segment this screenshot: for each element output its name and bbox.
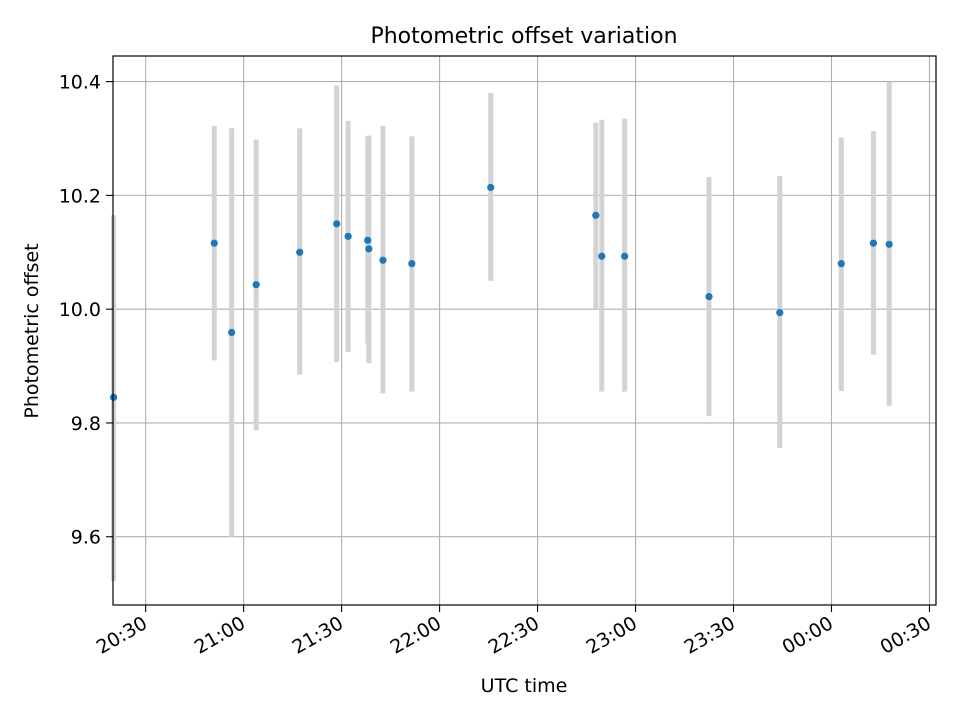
data-point xyxy=(592,211,600,219)
data-point xyxy=(705,293,713,301)
y-tick-label: 9.8 xyxy=(71,413,101,435)
data-point xyxy=(621,252,629,260)
grid-lines xyxy=(113,56,936,605)
data-point xyxy=(885,240,893,248)
data-point xyxy=(598,252,606,260)
y-tick-label: 10.4 xyxy=(59,72,101,94)
chart-title: Photometric offset variation xyxy=(370,24,677,49)
data-point xyxy=(837,260,845,268)
data-point xyxy=(364,236,372,244)
data-point xyxy=(776,308,784,317)
data-points xyxy=(109,183,893,401)
data-point xyxy=(333,220,341,228)
data-point xyxy=(365,245,373,253)
y-tick-label: 10.0 xyxy=(59,299,101,321)
y-axis-ticks: 9.6 9.8 10.0 10.2 10.4 xyxy=(59,72,113,549)
y-tick-label: 9.6 xyxy=(71,527,101,549)
data-point xyxy=(408,260,416,268)
data-point xyxy=(344,232,352,240)
data-point xyxy=(252,281,260,289)
plot-frame xyxy=(112,55,937,606)
y-tick-label: 10.2 xyxy=(59,185,101,207)
y-axis-label: Photometric offset xyxy=(21,243,43,418)
data-point xyxy=(228,328,236,337)
data-point xyxy=(487,183,495,192)
data-point xyxy=(379,256,387,264)
data-point xyxy=(869,239,878,247)
data-point xyxy=(296,248,304,256)
x-axis-label: UTC time xyxy=(481,675,568,697)
data-point xyxy=(210,239,218,247)
